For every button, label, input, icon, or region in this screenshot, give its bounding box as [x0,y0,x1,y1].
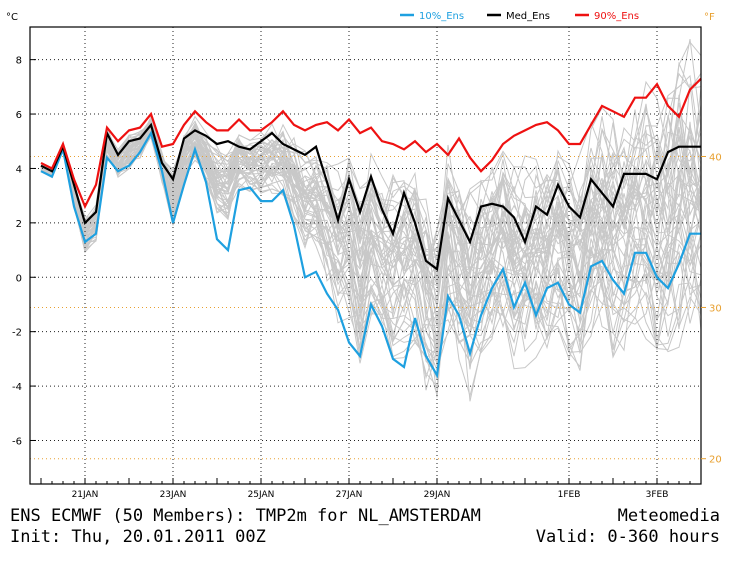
y-tick-label: -4 [12,382,22,393]
ensemble-members [40,39,702,402]
x-tick-label: 3FEB [646,490,669,500]
member-line [40,128,702,367]
y-tick-label: 6 [16,110,22,121]
legend: 10%_Ens Med_Ens 90%_Ens [400,11,639,22]
x-tick-label: 1FEB [558,490,581,500]
celsius-unit-label: °C [6,12,18,23]
series-90pct-line [40,77,702,210]
fahrenheit-tick-label: 40 [709,152,722,163]
legend-label: Med_Ens [506,11,550,22]
y-tick-label: 0 [16,273,22,284]
y-tick-label: -6 [12,436,22,447]
member-line [40,127,702,380]
y-tick-label: 8 [16,56,22,67]
x-tick-label: 29JAN [424,490,451,500]
y-tick-label: 2 [16,219,22,230]
series-10pct-line [40,130,701,379]
fahrenheit-tick-label: 30 [709,303,722,314]
member-line [40,132,702,375]
footer-model-title: ENS ECMWF (50 Members): TMP2m for NL_AMS… [10,506,481,526]
percentile-series [40,77,702,379]
x-tick-label: 23JAN [160,490,187,500]
y-tick-label: 4 [16,164,22,175]
fahrenheit-unit-label: °F [704,12,715,23]
gridlines [30,27,701,484]
fahrenheit-tick-label: 20 [709,455,722,466]
axes: -6 -4 -2 0 2 4 6 8 °C °F 20 30 40 21JAN 23JAN 25JAN 27JA… [6,12,722,500]
legend-label: 10%_Ens [419,11,464,22]
series-median-line [40,122,701,272]
plot-frame [29,26,702,485]
footer-init-time: Init: Thu, 20.01.2011 00Z [10,527,266,547]
legend-label: 90%_Ens [594,11,639,22]
y-tick-label: -2 [12,328,22,339]
footer-valid-range: Valid: 0-360 hours [535,527,720,547]
x-tick-label: 25JAN [248,490,275,500]
x-tick-label: 27JAN [336,490,363,500]
ensemble-temperature-chart: -6 -4 -2 0 2 4 6 8 °C °F 20 30 40 21JAN 23JAN 25JAN 27JA… [6,11,722,500]
x-tick-label: 21JAN [72,490,99,500]
footer-provider: Meteomedia [617,506,720,526]
